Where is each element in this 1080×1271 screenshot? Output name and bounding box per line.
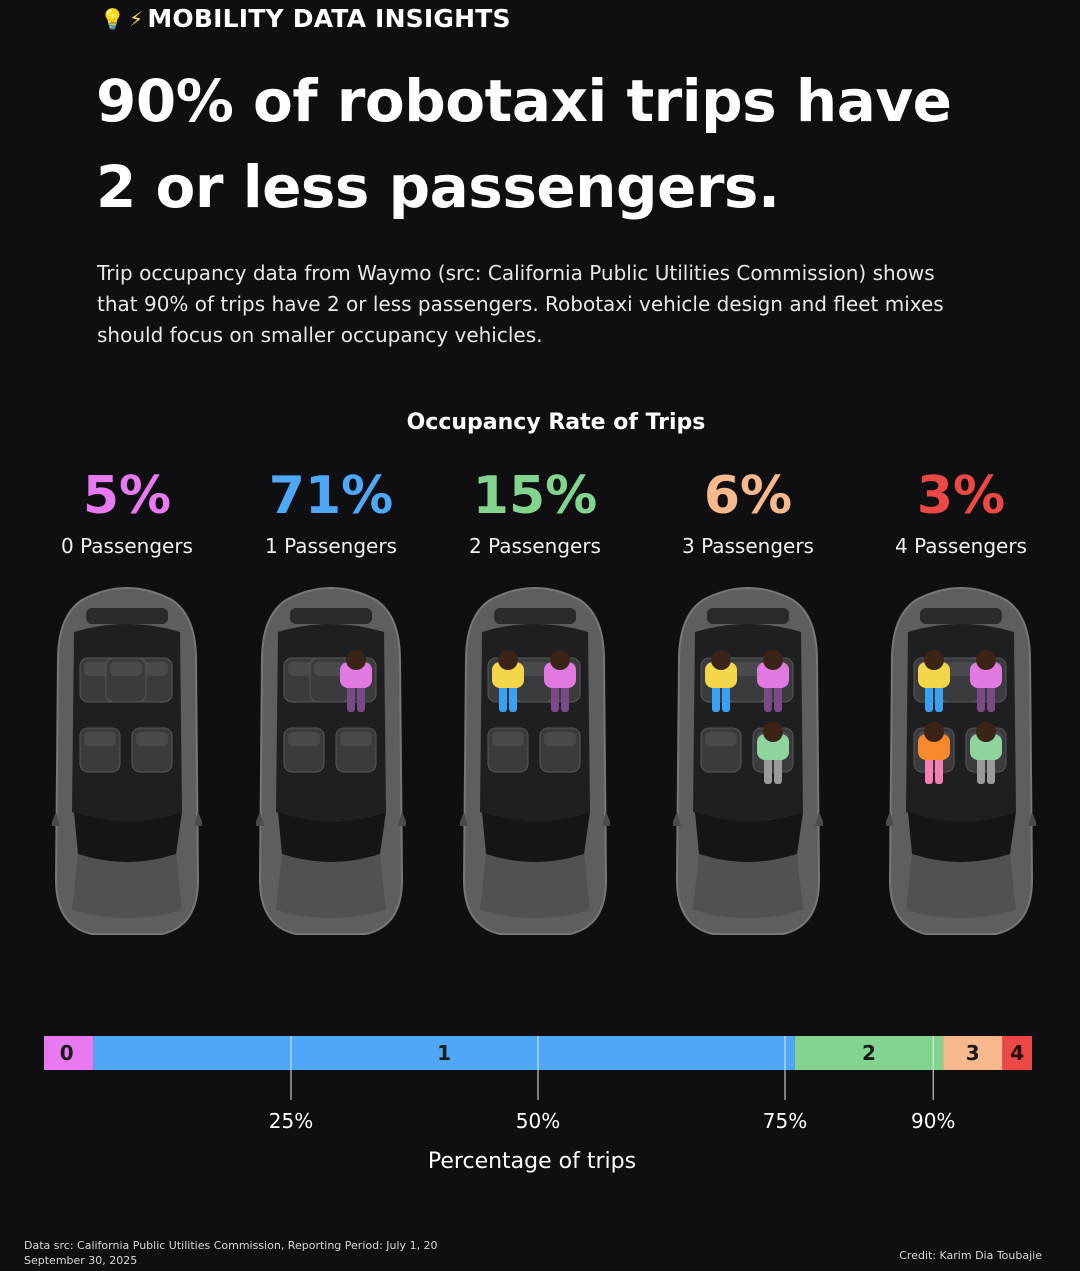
stat-4-passengers: 3% 4 Passengers xyxy=(861,466,1061,558)
car-top-view-4 xyxy=(886,587,1036,935)
bar-segment-1 xyxy=(93,1036,795,1070)
headline-line-1: 90% of robotaxi trips have xyxy=(96,67,952,135)
tick-label-1: 50% xyxy=(516,1109,560,1133)
car-top-view-0 xyxy=(52,587,202,935)
stat-label: 2 Passengers xyxy=(469,534,601,558)
tick-label-3: 90% xyxy=(911,1109,955,1133)
chart-title: Occupancy Rate of Trips xyxy=(406,410,706,435)
data-source-line-2: September 30, 2025 xyxy=(24,1254,138,1267)
passenger-icon xyxy=(918,722,950,784)
bar-segment-label-4: 4 xyxy=(1010,1041,1024,1065)
stat-percent: 15% xyxy=(472,466,598,526)
car-top-view-2 xyxy=(460,587,610,935)
passenger-icon xyxy=(970,722,1002,784)
data-source: Data src: California Public Utilities Co… xyxy=(24,1238,438,1268)
stat-label: 1 Passengers xyxy=(265,534,397,558)
passenger-icon xyxy=(918,650,950,712)
bar-segment-3 xyxy=(943,1036,1003,1070)
passenger-icon xyxy=(757,722,789,784)
x-axis-label: Percentage of trips xyxy=(428,1149,636,1174)
headline-line-2: 2 or less passengers. xyxy=(96,153,780,221)
passenger-icon xyxy=(492,650,524,712)
tick-label-0: 25% xyxy=(269,1109,313,1133)
headline: 90% of robotaxi trips have 2 or less pas… xyxy=(96,58,1056,230)
data-source-line-1: Data src: California Public Utilities Co… xyxy=(24,1239,438,1252)
credit: Credit: Karim Dia Toubajie xyxy=(899,1249,1042,1262)
bar-segment-label-0: 0 xyxy=(60,1041,74,1065)
stacked-bar-chart: 0 1 2 3 4 25% 50% 75% 90% Percentage of trips xyxy=(44,1036,1032,1174)
passenger-icon xyxy=(705,650,737,712)
stat-percent: 3% xyxy=(916,466,1006,526)
bar-segment-0 xyxy=(44,1036,94,1070)
stat-percent: 71% xyxy=(268,466,394,526)
stat-label: 4 Passengers xyxy=(895,534,1027,558)
lightning-bolt-icon: ⚡ xyxy=(129,6,144,31)
bar-segment-label-3: 3 xyxy=(966,1041,980,1065)
lightbulb-icon: 💡 xyxy=(100,6,126,31)
kicker-text: MOBILITY DATA INSIGHTS xyxy=(147,4,511,33)
passenger-icon xyxy=(970,650,1002,712)
stat-percent: 5% xyxy=(82,466,172,526)
bar-segment-4 xyxy=(1002,1036,1032,1070)
intro-paragraph: Trip occupancy data from Waymo (src: Cal… xyxy=(97,261,944,347)
stat-1-passengers: 71% 1 Passengers xyxy=(231,466,431,558)
car-top-view-1 xyxy=(256,587,406,935)
stat-0-passengers: 5% 0 Passengers xyxy=(27,466,227,558)
stat-label: 0 Passengers xyxy=(61,534,193,558)
stat-label: 3 Passengers xyxy=(682,534,814,558)
stat-percent: 6% xyxy=(703,466,793,526)
car-top-view-3 xyxy=(673,587,823,935)
bar-segment-label-1: 1 xyxy=(437,1041,451,1065)
stat-3-passengers: 6% 3 Passengers xyxy=(648,466,848,558)
kicker: 💡 ⚡ MOBILITY DATA INSIGHTS xyxy=(100,4,511,33)
tick-label-2: 75% xyxy=(763,1109,807,1133)
bar-segment-label-2: 2 xyxy=(862,1041,876,1065)
passenger-icon xyxy=(757,650,789,712)
stat-2-passengers: 15% 2 Passengers xyxy=(435,466,635,558)
passenger-icon xyxy=(544,650,576,712)
passenger-icon xyxy=(340,650,372,712)
bar-segment-2 xyxy=(794,1036,944,1070)
